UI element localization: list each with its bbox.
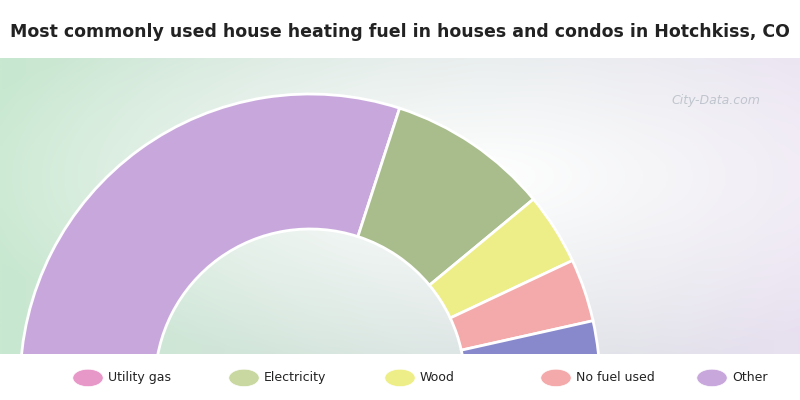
Text: Other: Other (732, 372, 767, 384)
Ellipse shape (385, 369, 415, 387)
Wedge shape (430, 199, 572, 318)
Ellipse shape (229, 369, 259, 387)
Text: Wood: Wood (420, 372, 455, 384)
Text: City-Data.com: City-Data.com (671, 94, 760, 107)
Text: Utility gas: Utility gas (108, 372, 171, 384)
Ellipse shape (697, 369, 727, 387)
Wedge shape (462, 321, 600, 384)
Text: No fuel used: No fuel used (576, 372, 654, 384)
Ellipse shape (541, 369, 571, 387)
Text: Electricity: Electricity (264, 372, 326, 384)
Ellipse shape (73, 369, 103, 387)
Text: Most commonly used house heating fuel in houses and condos in Hotchkiss, CO: Most commonly used house heating fuel in… (10, 23, 790, 41)
Wedge shape (358, 108, 534, 285)
Wedge shape (450, 260, 593, 350)
Wedge shape (20, 94, 400, 384)
